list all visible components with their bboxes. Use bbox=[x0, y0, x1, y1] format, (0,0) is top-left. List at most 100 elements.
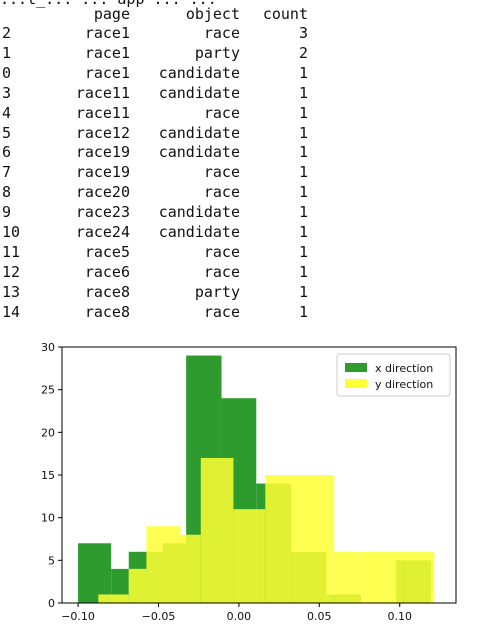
object-cell: race bbox=[203, 302, 240, 321]
table-header-row: page object count bbox=[0, 4, 308, 24]
column-header-count: count bbox=[262, 5, 308, 23]
y-tick-label: 5 bbox=[48, 554, 55, 567]
table-row: 2 race1 race 3 bbox=[0, 24, 308, 44]
row-index-cell: 13 bbox=[2, 282, 21, 301]
object-cell: party bbox=[194, 282, 240, 301]
histogram-svg: 0 5 10 15 20 25 30 −0.10 −0.05 0.00 0.05 0.10 x dir… bbox=[41, 341, 457, 623]
x-direction-bar bbox=[78, 543, 112, 603]
count-cell: 1 bbox=[298, 282, 308, 301]
table-body: 2 race1 race 3 1 race1 party 2 0 race1 candidate 1 3… bbox=[0, 24, 308, 323]
count-cell: 1 bbox=[298, 262, 308, 281]
y-direction-bar bbox=[360, 551, 404, 603]
object-cell: candidate bbox=[158, 63, 240, 82]
y-tick-label: 25 bbox=[41, 384, 55, 397]
page-cell: race11 bbox=[75, 83, 130, 102]
object-cell: race bbox=[203, 262, 240, 281]
x-direction-legend-swatch bbox=[345, 363, 367, 372]
count-cell: 1 bbox=[298, 183, 308, 202]
row-index-cell: 10 bbox=[2, 223, 21, 242]
object-cell: candidate bbox=[158, 123, 240, 142]
y-direction-bar bbox=[180, 534, 201, 603]
y-tick-label: 30 bbox=[41, 341, 55, 354]
table-row: 14 race8 race 1 bbox=[0, 303, 308, 323]
row-index-cell: 8 bbox=[2, 183, 12, 202]
page-cell: race5 bbox=[84, 242, 130, 261]
legend: x direction y direction bbox=[336, 353, 451, 397]
x-tick-label: 0.00 bbox=[227, 610, 252, 623]
page-cell: race1 bbox=[84, 63, 130, 82]
row-index-cell: 1 bbox=[2, 43, 12, 62]
y-direction-bar bbox=[403, 551, 435, 603]
table-row: 1 race1 party 2 bbox=[0, 44, 308, 64]
row-index-cell: 0 bbox=[2, 63, 12, 82]
page-cell: race23 bbox=[75, 203, 130, 222]
page-cell: race20 bbox=[75, 183, 130, 202]
table-row: 11 race5 race 1 bbox=[0, 243, 308, 263]
page-cell: race1 bbox=[84, 43, 130, 62]
table-row: 6 race19 candidate 1 bbox=[0, 143, 308, 163]
table-row: 8 race20 race 1 bbox=[0, 183, 308, 203]
page-cell: race11 bbox=[75, 103, 130, 122]
y-direction-bar bbox=[98, 594, 129, 603]
row-index-cell: 14 bbox=[2, 302, 21, 321]
row-index-cell: 5 bbox=[2, 123, 12, 142]
count-cell: 2 bbox=[298, 43, 308, 62]
row-index-cell: 6 bbox=[2, 143, 12, 162]
histogram-chart: 0 5 10 15 20 25 30 −0.10 −0.05 0.00 0.05 0.10 x dir… bbox=[0, 336, 494, 636]
count-cell: 1 bbox=[298, 203, 308, 222]
count-cell: 1 bbox=[298, 223, 308, 242]
table-row: 3 race11 candidate 1 bbox=[0, 84, 308, 104]
table-row: 13 race8 party 1 bbox=[0, 283, 308, 303]
column-header-index bbox=[0, 4, 24, 24]
object-cell: candidate bbox=[158, 223, 240, 242]
column-header-object: object bbox=[185, 5, 240, 23]
row-index-cell: 2 bbox=[2, 24, 12, 42]
column-header-page: page bbox=[93, 5, 130, 23]
dataframe-table: page object count 2 race1 race 3 1 race1 party… bbox=[0, 4, 308, 323]
y-direction-bar bbox=[128, 568, 147, 603]
y-direction-legend-swatch bbox=[345, 379, 367, 388]
x-tick-label: 0.10 bbox=[387, 610, 412, 623]
table-row: 5 race12 candidate 1 bbox=[0, 124, 308, 144]
table-row: 10 race24 candidate 1 bbox=[0, 223, 308, 243]
row-index-cell: 3 bbox=[2, 83, 12, 102]
page-cell: race19 bbox=[75, 163, 130, 182]
object-cell: candidate bbox=[158, 143, 240, 162]
count-cell: 1 bbox=[298, 103, 308, 122]
table-row: 12 race6 race 1 bbox=[0, 263, 308, 283]
count-cell: 1 bbox=[298, 163, 308, 182]
legend-label: y direction bbox=[375, 378, 433, 391]
legend-label: x direction bbox=[375, 362, 433, 375]
count-cell: 1 bbox=[298, 143, 308, 162]
page-cell: race8 bbox=[84, 282, 130, 301]
bars-layer bbox=[78, 355, 435, 603]
table-row: 0 race1 candidate 1 bbox=[0, 64, 308, 84]
row-index-cell: 12 bbox=[2, 262, 21, 281]
row-index-cell: 7 bbox=[2, 163, 12, 182]
y-direction-bar bbox=[233, 509, 266, 603]
page-cell: race6 bbox=[84, 262, 130, 281]
y-direction-bar bbox=[265, 475, 292, 603]
y-tick-label: 15 bbox=[41, 469, 55, 482]
object-cell: race bbox=[203, 103, 240, 122]
y-tick-label: 0 bbox=[48, 597, 55, 610]
row-index-cell: 9 bbox=[2, 203, 12, 222]
x-tick-label: −0.05 bbox=[142, 610, 176, 623]
y-direction-bar bbox=[291, 475, 335, 603]
table-row: 9 race23 candidate 1 bbox=[0, 203, 308, 223]
count-cell: 1 bbox=[298, 63, 308, 82]
y-direction-bar bbox=[334, 551, 361, 603]
truncated-output-line: ...t_... ... app ... ... bbox=[0, 0, 494, 10]
y-direction-bar bbox=[200, 457, 234, 603]
count-cell: 1 bbox=[298, 242, 308, 261]
row-index-cell: 4 bbox=[2, 103, 12, 122]
y-tick-label: 20 bbox=[41, 426, 55, 439]
object-cell: race bbox=[203, 242, 240, 261]
row-index-cell: 11 bbox=[2, 242, 21, 261]
y-tick-label: 10 bbox=[41, 512, 55, 525]
object-cell: candidate bbox=[158, 83, 240, 102]
object-cell: candidate bbox=[158, 203, 240, 222]
count-cell: 1 bbox=[298, 83, 308, 102]
page-cell: race8 bbox=[84, 302, 130, 321]
object-cell: race bbox=[203, 163, 240, 182]
